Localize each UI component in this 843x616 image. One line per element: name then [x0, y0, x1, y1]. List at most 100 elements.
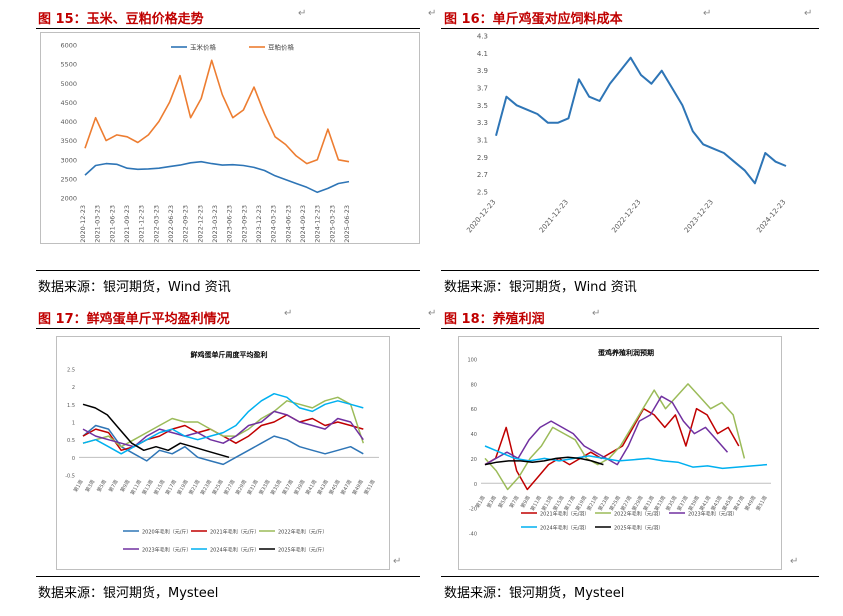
series-line	[484, 407, 740, 491]
legend-label: 2022年毛利（元/斤）	[278, 529, 327, 536]
source-note: 数据来源：银河期货，Wind 资讯	[444, 280, 637, 295]
series-line	[82, 403, 230, 459]
chart-frame: 4.3 4.1 3.9 3.7 3.5 3.3 3.1 2.9 2.7 2.5 2020-12-23…	[444, 32, 818, 264]
x-tick-label: 2023-12-23	[683, 198, 715, 234]
y-tick-label: -20	[469, 507, 477, 513]
chart-title: 鲜鸡蛋单斤周度平均盈利	[191, 350, 268, 359]
y-tick-label: 1.5	[67, 403, 75, 409]
x-tick-label: 2024-03-23	[270, 205, 278, 243]
chart-frame: 6000 5500 5000 4500 4000 3500 3000 2500 2000 2020…	[40, 32, 420, 244]
corn-soymeal-price-chart: 6000 5500 5000 4500 4000 3500 3000 2500 20002020…	[60, 42, 351, 243]
series-line	[484, 445, 768, 470]
x-tick-label: 2024-12-23	[755, 198, 787, 234]
return-mark: ↵	[790, 556, 799, 567]
x-tick-label: 2021-12-23	[538, 198, 570, 234]
y-tick-label: 6000	[60, 42, 77, 50]
source-note: 数据来源：银河期货，Mysteel	[38, 586, 219, 601]
series-line	[484, 395, 729, 466]
x-tick-label: 2022-12-23	[196, 205, 204, 243]
title-rule	[441, 28, 819, 29]
title-rule	[36, 328, 420, 329]
figure-title: 图 17：鲜鸡蛋单斤平均盈利情况	[38, 312, 230, 327]
y-tick-label: 80	[471, 382, 477, 388]
chart-frame: 鲜鸡蛋单斤周度平均盈利 2.5 2 1.5 1 0.5 0 -0.5 第1周 第3周 第5周 第7周第…	[56, 336, 390, 570]
x-tick-label: 第7周	[107, 479, 120, 494]
legend-label: 2021年毛利（元/斤）	[210, 529, 259, 536]
x-tick-label: 2023-12-23	[255, 205, 263, 243]
y-tick-label: 0	[474, 482, 477, 488]
series-line	[84, 160, 350, 194]
x-tick-label: 第51周	[362, 479, 376, 497]
series-line	[484, 383, 746, 491]
y-tick-label: -40	[469, 532, 477, 538]
legend-label: 2021年毛利（元/羽）	[540, 511, 589, 518]
y-tick-label: 0.5	[67, 438, 75, 444]
legend-label: 玉米价格	[190, 43, 217, 52]
y-tick-label: 2000	[60, 195, 77, 203]
source-note: 数据来源：银河期货，Mysteel	[444, 586, 625, 601]
x-tick-label: 2022-12-23	[610, 198, 642, 234]
x-tick-label: 2022-06-23	[167, 205, 175, 243]
x-tick-label: 第5周	[497, 495, 510, 510]
title-rule	[441, 328, 819, 329]
x-tick-label: 2023-09-23	[240, 205, 248, 243]
feed-cost-chart: 4.3 4.1 3.9 3.7 3.5 3.3 3.1 2.9 2.7 2.52020-12-23…	[465, 33, 787, 235]
return-mark: ↵	[428, 308, 437, 319]
x-tick-label: 2024-09-23	[299, 205, 307, 243]
x-tick-label: 2024-06-23	[284, 205, 292, 243]
y-tick-label: 4500	[60, 99, 77, 107]
y-tick-label: 3000	[60, 156, 77, 164]
source-rule	[36, 270, 420, 271]
legend-label: 2025年毛利（元/斤）	[278, 547, 327, 554]
y-tick-label: 3.7	[477, 85, 488, 93]
figure-title: 图 18：养殖利润	[444, 312, 545, 327]
x-tick-label: 2021-12-23	[138, 205, 146, 243]
legend-label: 2025年毛利（元/羽）	[614, 525, 663, 532]
y-tick-label: 0	[72, 456, 75, 462]
x-tick-label: 第3周	[485, 495, 498, 510]
series-line	[82, 424, 364, 466]
y-tick-label: 3.9	[477, 67, 488, 75]
return-mark: ↵	[592, 308, 601, 319]
return-mark: ↵	[804, 8, 813, 19]
y-tick-label: 3500	[60, 137, 77, 145]
legend-label: 2022年毛利（元/羽）	[614, 511, 663, 518]
y-tick-label: 1	[72, 421, 75, 427]
x-tick-label: 2021-03-23	[94, 205, 102, 243]
y-tick-label: 20	[471, 457, 477, 463]
series-line	[82, 396, 365, 448]
return-mark: ↵	[298, 8, 307, 19]
y-tick-label: 4.3	[477, 33, 488, 41]
x-tick-label: 第1周	[72, 479, 85, 494]
legend-label: 2023年毛利（元/斤）	[142, 547, 191, 554]
series-line	[495, 56, 787, 185]
legend-label: 2023年毛利（元/羽）	[688, 511, 737, 518]
y-tick-label: 4000	[60, 118, 77, 126]
x-tick-label: 2020-12-23	[465, 198, 497, 234]
x-tick-label: 第3周	[84, 479, 97, 494]
x-tick-label: 2024-12-23	[314, 205, 322, 243]
y-tick-label: 3.1	[477, 137, 488, 145]
x-tick-label: 2023-03-23	[211, 205, 219, 243]
legend-label: 2024年毛利（元/斤）	[210, 547, 259, 554]
x-tick-label: 2021-06-23	[108, 205, 116, 243]
x-tick-label: 第7周	[508, 495, 521, 510]
x-tick-label: 2022-09-23	[182, 205, 190, 243]
y-tick-label: 2	[72, 385, 75, 391]
legend-label: 豆粕价格	[268, 43, 295, 52]
series-line	[82, 392, 364, 455]
y-tick-label: 2.5	[477, 189, 488, 197]
source-rule	[441, 270, 819, 271]
y-tick-label: 3.5	[477, 102, 488, 110]
title-rule	[36, 28, 420, 29]
return-mark: ↵	[393, 556, 402, 567]
x-tick-label: 2023-06-23	[226, 205, 234, 243]
chart-frame: 蛋鸡养殖利润预期 100 80 60 40 20 0 -20 -40 第1周 第3周 第5周 第7周 第9…	[458, 336, 782, 570]
return-mark: ↵	[703, 8, 712, 19]
x-tick-label: 第1周	[474, 495, 487, 510]
source-rule	[36, 576, 420, 577]
source-note: 数据来源：银河期货，Wind 资讯	[38, 280, 231, 295]
y-tick-label: 2500	[60, 175, 77, 183]
series-line	[82, 410, 364, 448]
